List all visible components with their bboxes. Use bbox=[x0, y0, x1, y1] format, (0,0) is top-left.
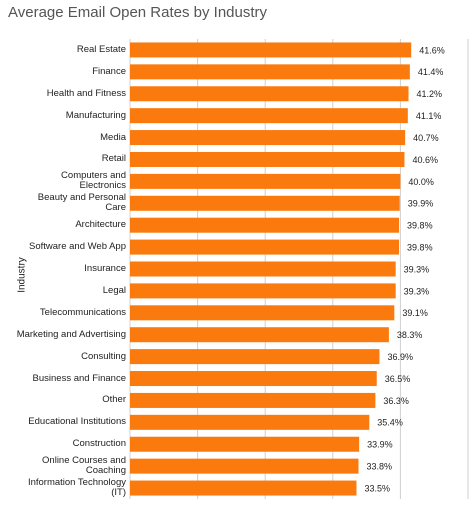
y-tick-label: Retail bbox=[101, 153, 126, 165]
bar bbox=[130, 480, 357, 496]
bar bbox=[130, 414, 370, 430]
value-label: 41.1% bbox=[416, 111, 442, 121]
value-label: 33.8% bbox=[366, 462, 392, 472]
value-label: 41.2% bbox=[417, 89, 443, 99]
value-label: 36.3% bbox=[383, 396, 409, 406]
value-label: 38.3% bbox=[397, 330, 423, 340]
y-tick-label: Marketing and Advertising bbox=[16, 328, 126, 340]
bar bbox=[130, 349, 380, 365]
y-tick-label: Media bbox=[100, 131, 126, 143]
y-tick-label: Construction bbox=[72, 438, 126, 450]
value-label: 41.4% bbox=[418, 67, 444, 77]
value-label: 39.3% bbox=[404, 286, 430, 296]
value-label: 36.5% bbox=[385, 374, 411, 384]
value-label: 39.1% bbox=[402, 308, 428, 318]
bar bbox=[130, 436, 360, 452]
y-tick-label: Other bbox=[102, 394, 126, 406]
y-tick-label: Business and Finance bbox=[32, 372, 126, 384]
bar bbox=[130, 173, 401, 189]
bar bbox=[130, 130, 406, 146]
chart-title: Average Email Open Rates by Industry bbox=[8, 4, 268, 21]
bar bbox=[130, 86, 409, 102]
bar bbox=[130, 371, 377, 387]
bar bbox=[130, 261, 396, 277]
value-label: 40.0% bbox=[408, 177, 434, 187]
bar bbox=[130, 108, 408, 124]
y-tick-label: Architecture bbox=[75, 219, 126, 231]
value-label: 36.9% bbox=[387, 352, 413, 362]
y-tick-label: Manufacturing bbox=[65, 109, 126, 121]
bar bbox=[130, 392, 376, 408]
value-label: 35.4% bbox=[377, 418, 403, 428]
value-label: 39.8% bbox=[407, 242, 433, 252]
bar bbox=[130, 305, 395, 321]
bar bbox=[130, 458, 359, 474]
value-label: 40.7% bbox=[413, 133, 439, 143]
bar bbox=[130, 217, 400, 233]
bar bbox=[130, 151, 405, 167]
y-tick-label: Insurance bbox=[84, 263, 126, 274]
y-tick-label: Health and Fitness bbox=[46, 87, 126, 99]
bar bbox=[130, 64, 410, 80]
y-tick-label: Information Technology (IT) bbox=[27, 477, 126, 499]
bar bbox=[130, 42, 412, 58]
bar bbox=[130, 239, 400, 255]
y-tick-label: Real Estate bbox=[76, 43, 126, 55]
y-tick-label: Software and Web App bbox=[29, 241, 126, 253]
y-tick-label: Educational Institutions bbox=[28, 416, 126, 428]
bar bbox=[130, 327, 389, 343]
value-label: 39.8% bbox=[407, 221, 433, 231]
value-label: 39.9% bbox=[408, 199, 434, 209]
y-tick-label: Computers and Electronics bbox=[61, 170, 126, 192]
bar bbox=[130, 283, 396, 299]
y-axis-label: Industry bbox=[17, 257, 28, 293]
y-tick-label: Beauty and Personal Care bbox=[37, 192, 126, 214]
y-tick-label: Online Courses and Coaching bbox=[42, 455, 126, 477]
y-tick-label: Telecommunications bbox=[39, 306, 126, 318]
value-label: 39.3% bbox=[404, 264, 430, 274]
y-tick-label: Consulting bbox=[81, 350, 126, 362]
value-label: 40.6% bbox=[412, 155, 438, 165]
value-label: 33.9% bbox=[367, 440, 393, 450]
value-label: 41.6% bbox=[419, 45, 445, 55]
bar bbox=[130, 195, 400, 211]
y-tick-label: Finance bbox=[92, 65, 126, 77]
value-label: 33.5% bbox=[364, 483, 390, 493]
y-tick-label: Legal bbox=[102, 284, 126, 296]
